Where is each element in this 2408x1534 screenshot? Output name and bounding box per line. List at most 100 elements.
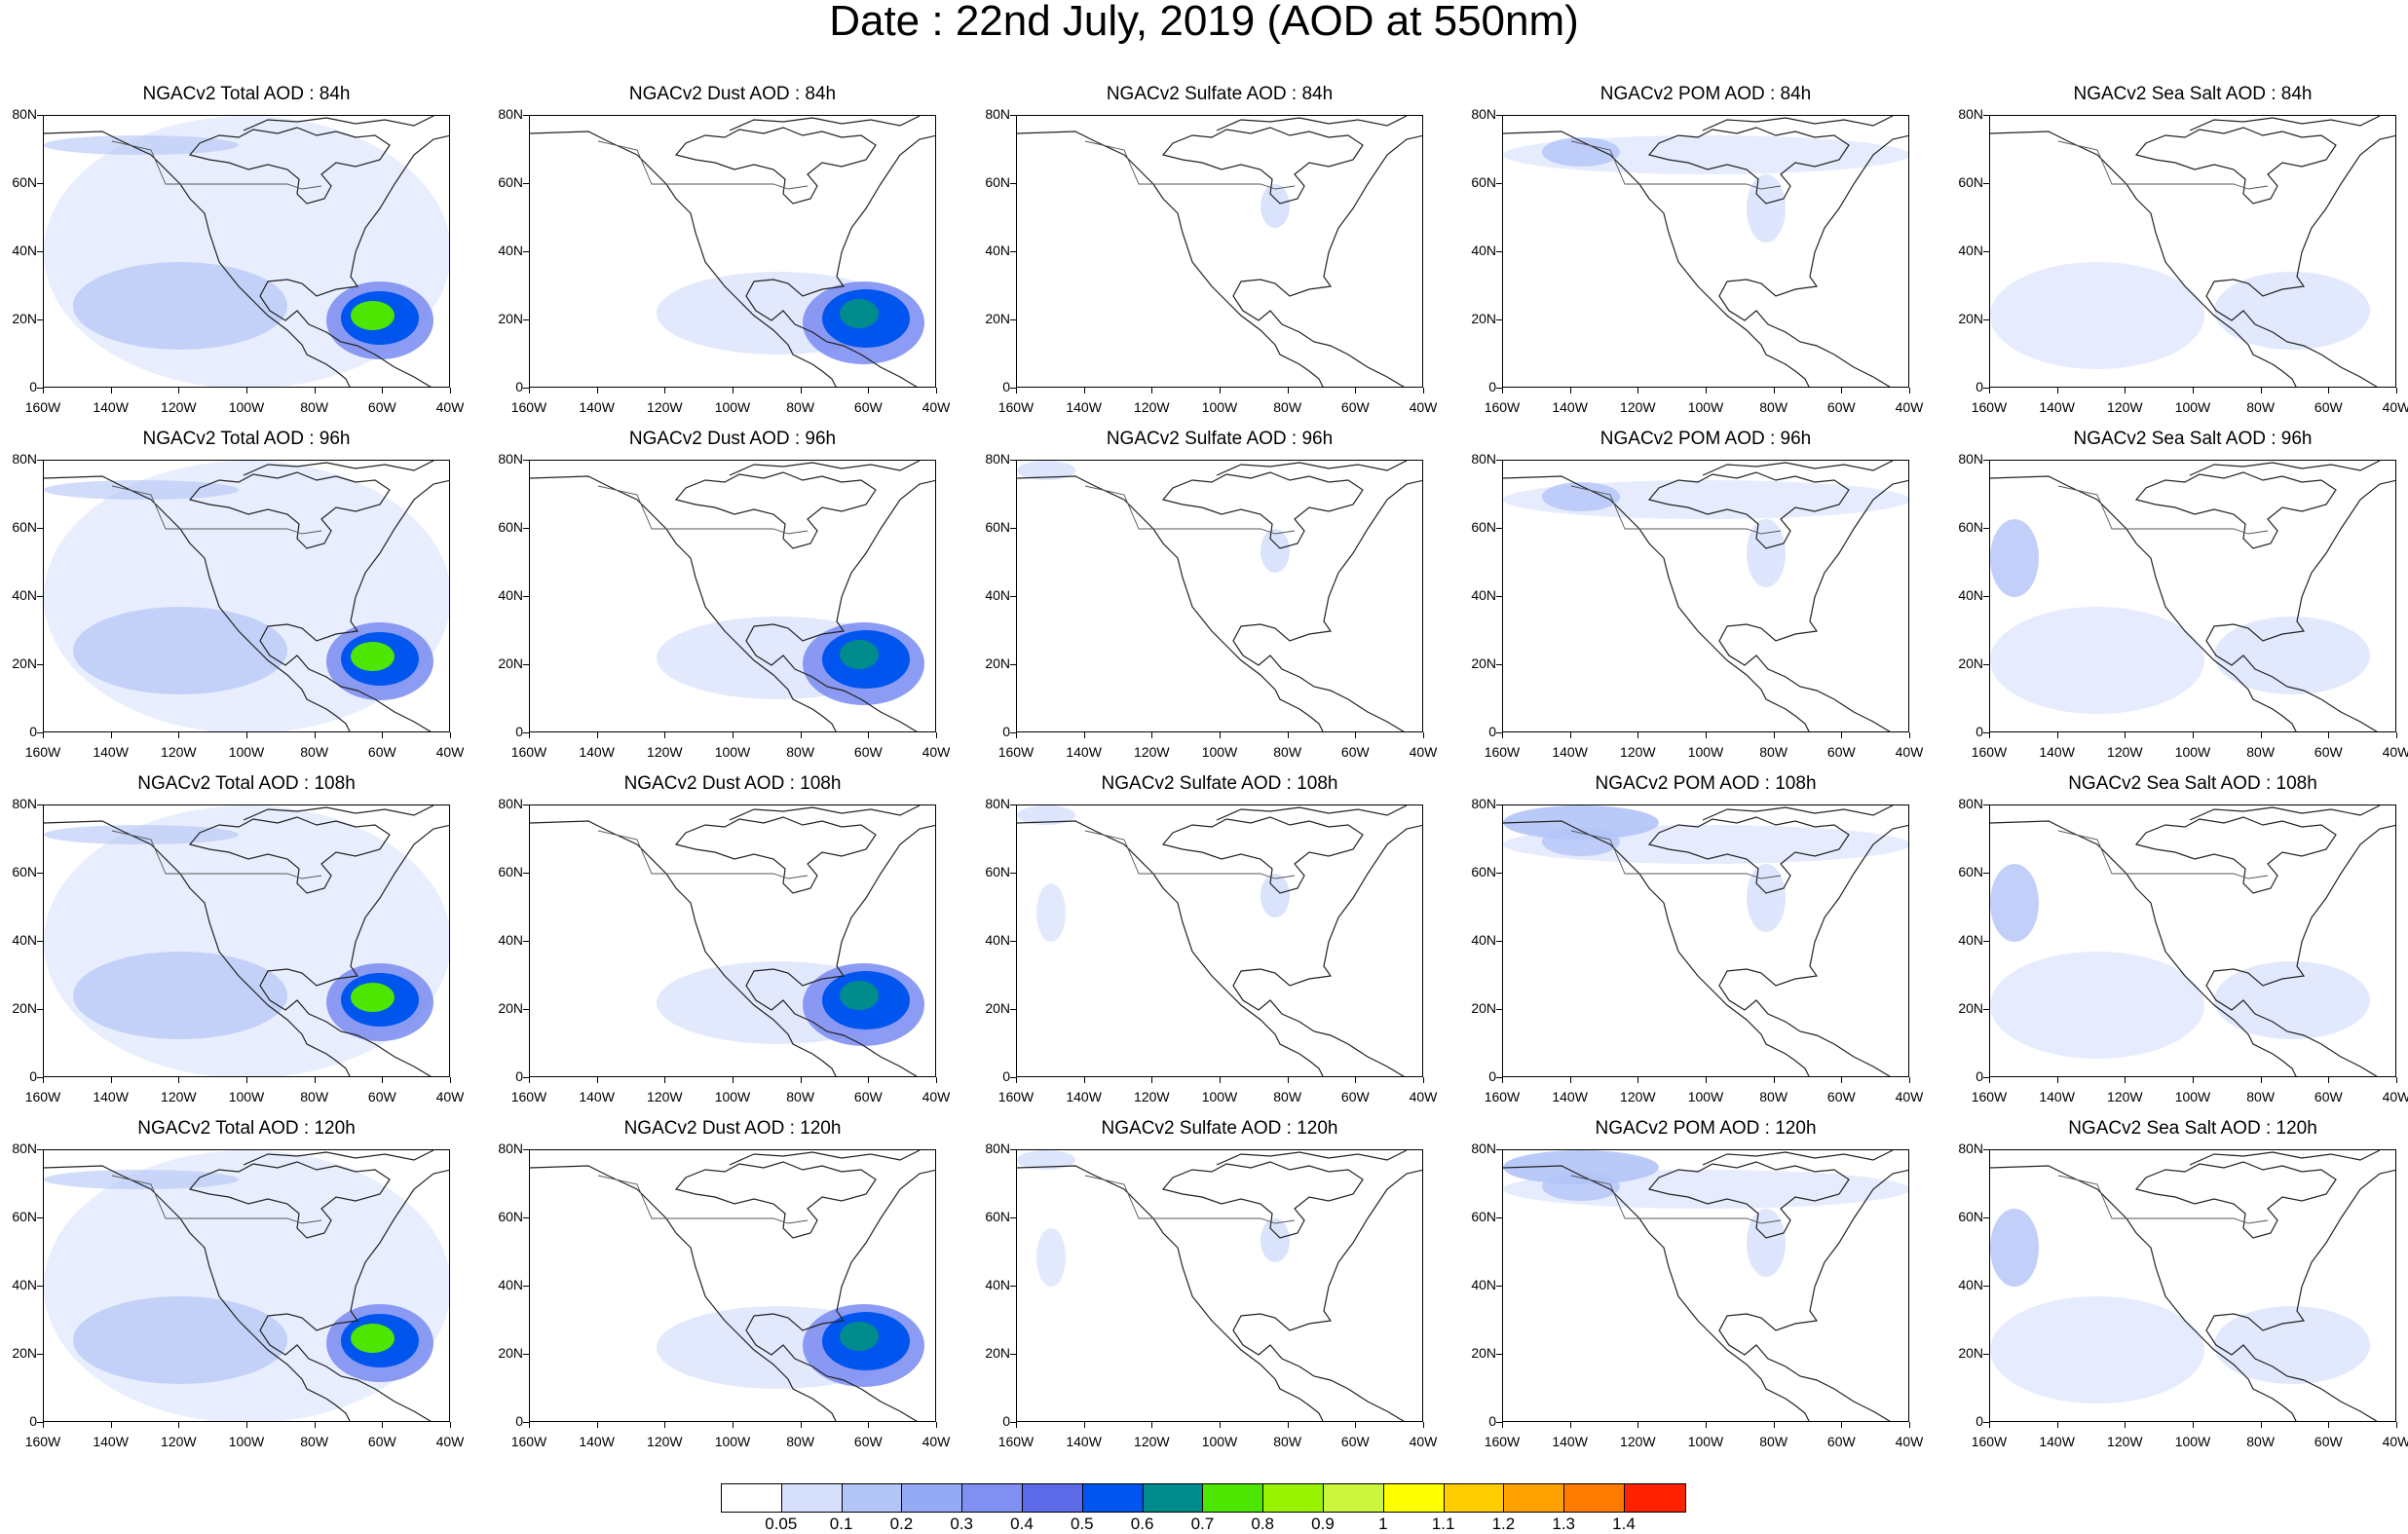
lat-tick	[523, 528, 529, 529]
aod-map	[530, 1150, 935, 1421]
lat-label: 20N	[1471, 1000, 1496, 1016]
lon-tick	[110, 388, 112, 393]
lat-label: 40N	[1958, 1277, 1983, 1292]
map-frame	[43, 1149, 450, 1422]
aod-plume-3	[1503, 805, 1659, 840]
lon-tick	[2193, 732, 2194, 738]
lat-label: 0	[29, 1068, 37, 1084]
panel-title: NGACv2 Sulfate AOD : 96h	[1106, 429, 1334, 449]
lon-label: 100W	[1687, 399, 1724, 415]
lat-tick	[1983, 1009, 1989, 1010]
lon-label: 120W	[1134, 399, 1170, 415]
lat-tick	[1496, 732, 1502, 733]
lon-tick	[2260, 1422, 2262, 1428]
lon-label: 60W	[367, 399, 396, 415]
lon-tick	[2396, 388, 2397, 393]
lon-tick	[1909, 1077, 1910, 1083]
lat-tick	[1496, 804, 1502, 805]
political-border	[111, 485, 322, 535]
lat-tick	[523, 596, 529, 597]
lon-tick	[1502, 388, 1503, 393]
lon-tick	[1355, 732, 1357, 738]
lat-label: 0	[29, 724, 37, 739]
lat-tick	[1010, 941, 1016, 942]
lon-label: 120W	[647, 744, 683, 760]
aod-plume-2	[1990, 1209, 2039, 1287]
colorbar-cell-7	[1143, 1484, 1204, 1512]
map-frame	[1989, 1149, 2396, 1422]
lon-tick	[1502, 1422, 1503, 1428]
lon-label: 140W	[1066, 1089, 1102, 1104]
lon-tick	[2056, 1422, 2058, 1428]
colorbar-cell-2	[842, 1484, 903, 1512]
lon-label: 100W	[228, 1089, 265, 1104]
lat-tick	[1983, 1354, 1989, 1355]
lat-label: 60N	[1958, 174, 1983, 190]
lat-label: 80N	[498, 451, 523, 467]
lat-label: 40N	[1958, 932, 1983, 948]
lon-label: 160W	[24, 399, 61, 415]
lat-tick	[37, 1286, 43, 1287]
panel-title: NGACv2 Dust AOD : 84h	[628, 84, 837, 104]
lon-label: 80W	[1273, 744, 1302, 760]
map-frame	[529, 460, 936, 732]
lon-tick	[2125, 1422, 2126, 1428]
lon-label: 60W	[367, 1434, 396, 1449]
lat-tick	[1983, 1217, 1989, 1218]
lat-label: 0	[1002, 379, 1010, 394]
map-panel-pom-3: NGACv2 POM AOD : 108h 80N 60N 40N 20N 0 160W 14…	[1471, 773, 1923, 1104]
lat-tick	[1983, 388, 1989, 389]
colorbar-label: 0.05	[765, 1515, 798, 1533]
lon-label: 120W	[161, 1089, 197, 1104]
aod-map	[1017, 116, 1422, 387]
political-border	[111, 140, 322, 190]
lon-tick	[314, 1077, 316, 1083]
aod-plume-3	[840, 640, 879, 669]
lat-tick	[523, 941, 529, 942]
panel-title: NGACv2 Dust AOD : 120h	[623, 1118, 842, 1139]
colorbar-label: 0.7	[1190, 1515, 1215, 1533]
lat-label: 20N	[1471, 311, 1496, 326]
political-border	[2057, 140, 2269, 190]
lon-label: 140W	[1066, 399, 1102, 415]
lon-tick	[1706, 1077, 1707, 1083]
lon-label: 60W	[1826, 1089, 1856, 1104]
lon-label: 80W	[786, 744, 815, 760]
lon-tick	[1909, 732, 1910, 738]
panel-title: NGACv2 Sulfate AOD : 108h	[1101, 773, 1338, 794]
aod-map	[44, 116, 449, 387]
lon-tick	[1773, 388, 1775, 393]
lat-label: 20N	[12, 1345, 37, 1361]
lon-tick	[2328, 1422, 2330, 1428]
lat-label: 60N	[985, 864, 1010, 879]
aod-plume-0	[1260, 874, 1290, 917]
lon-label: 80W	[1273, 1434, 1302, 1449]
lat-label: 20N	[12, 655, 37, 671]
lat-label: 40N	[1471, 243, 1496, 258]
coastline	[1990, 805, 2395, 1076]
lon-label: 40W	[1895, 1089, 1924, 1104]
lon-tick	[43, 1077, 44, 1083]
lon-label: 100W	[228, 744, 265, 760]
lat-tick	[1010, 1422, 1016, 1423]
lon-label: 100W	[228, 1434, 265, 1449]
political-border	[1084, 485, 1296, 535]
aod-plume-5	[44, 1170, 239, 1189]
lon-label: 80W	[300, 399, 329, 415]
lat-tick	[37, 1422, 43, 1423]
lat-tick	[1983, 804, 1989, 805]
map-frame	[1502, 804, 1909, 1077]
lat-label: 80N	[985, 1141, 1010, 1156]
lon-tick	[1083, 1422, 1085, 1428]
aod-plume-2	[1747, 519, 1786, 587]
lon-label: 120W	[647, 399, 683, 415]
lon-label: 120W	[1620, 1089, 1656, 1104]
lon-label: 40W	[1895, 399, 1924, 415]
political-border	[597, 1175, 809, 1224]
lon-label: 120W	[161, 1434, 197, 1449]
lat-tick	[1983, 941, 1989, 942]
lon-label: 160W	[1484, 1434, 1521, 1449]
lon-tick	[1287, 388, 1289, 393]
colorbar-label: 0.1	[829, 1515, 853, 1533]
